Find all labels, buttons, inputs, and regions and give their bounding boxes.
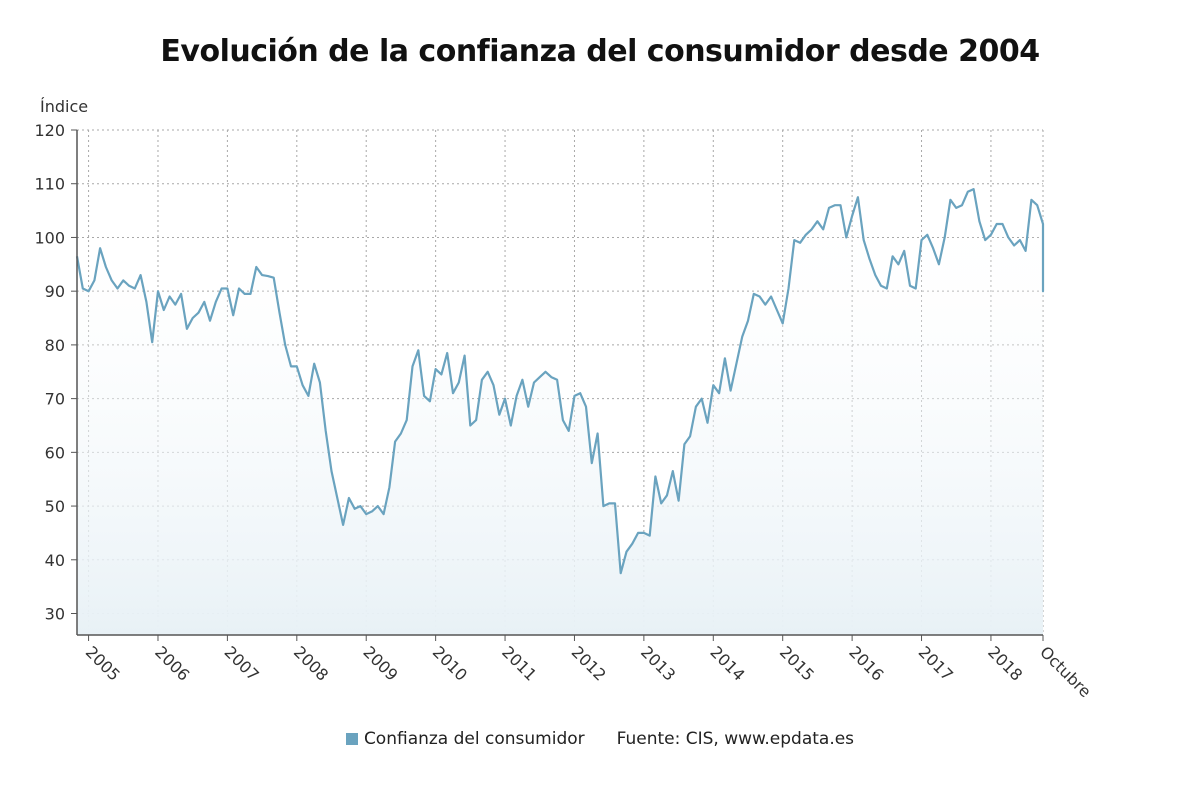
- legend-series-label: Confianza del consumidor: [363, 729, 585, 749]
- x-tick-label: 2013: [637, 642, 679, 684]
- legend: Confianza del consumidor Fuente: CIS, ww…: [0, 727, 1200, 751]
- x-tick-label: 2009: [359, 642, 401, 684]
- source-note: Fuente: CIS, www.epdata.es: [616, 729, 855, 749]
- x-tick-label: 2007: [221, 642, 263, 684]
- x-tick-label: 2017: [915, 642, 957, 684]
- y-tick-label: 90: [45, 282, 65, 301]
- x-tick-label: 2015: [776, 642, 818, 684]
- series-line: [75, 188, 1045, 575]
- y-tick-label: 120: [34, 121, 65, 140]
- x-tick-label: 2018: [984, 642, 1026, 684]
- series-area-fill: [77, 189, 1043, 635]
- y-tick-label: 80: [45, 336, 65, 355]
- x-axis-ticks: 2005 2006 2007 2008 2009 2010 2011 2012 2013 2014…: [82, 635, 1095, 701]
- y-tick-label: 100: [34, 228, 65, 247]
- y-tick-label: 30: [45, 605, 65, 624]
- y-tick-label: 70: [45, 390, 65, 409]
- chart-title: Evolución de la confianza del consumidor…: [160, 34, 1040, 69]
- y-axis-ticks: 30 40 50 60 70 80 90 100 110 120: [34, 121, 77, 624]
- x-tick-label: 2011: [498, 642, 540, 684]
- x-tick-label: 2012: [568, 642, 610, 684]
- x-tick-label: 2005: [82, 642, 124, 684]
- y-tick-label: 60: [45, 443, 65, 462]
- x-tick-label: 2006: [151, 642, 193, 684]
- x-tick-label: 2014: [706, 642, 748, 684]
- x-tick-label: Octubre: [1036, 642, 1095, 701]
- y-tick-label: 40: [45, 551, 65, 570]
- y-tick-label: 50: [45, 497, 65, 516]
- x-tick-label: 2016: [845, 642, 887, 684]
- y-tick-label: 110: [34, 175, 65, 194]
- x-tick-label: 2008: [290, 642, 332, 684]
- x-tick-label: 2010: [429, 642, 471, 684]
- y-axis-label: Índice: [40, 97, 88, 116]
- legend-swatch: [345, 733, 358, 745]
